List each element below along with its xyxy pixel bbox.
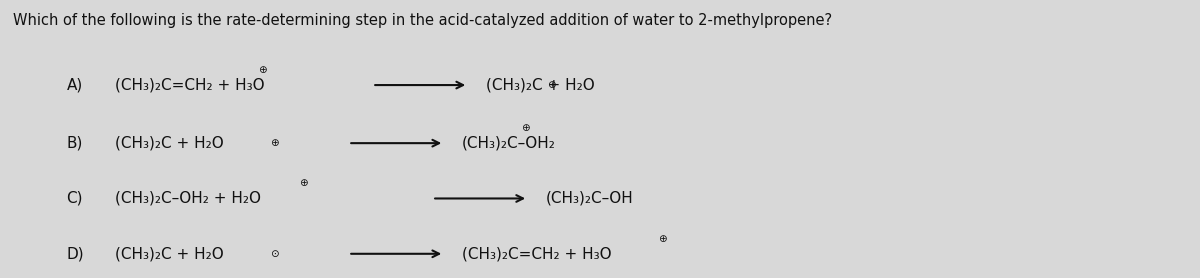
Text: (CH₃)₂C–OH: (CH₃)₂C–OH bbox=[546, 191, 634, 206]
Text: (CH₃)₂C + H₂O: (CH₃)₂C + H₂O bbox=[486, 78, 595, 93]
Text: ⊕: ⊕ bbox=[270, 138, 280, 148]
Text: ⊙: ⊙ bbox=[270, 249, 280, 259]
Text: C): C) bbox=[67, 191, 83, 206]
Text: (CH₃)₂C + H₂O: (CH₃)₂C + H₂O bbox=[114, 246, 223, 261]
Text: Which of the following is the rate-determining step in the acid-catalyzed additi: Which of the following is the rate-deter… bbox=[13, 13, 832, 28]
Text: B): B) bbox=[67, 136, 83, 151]
Text: (CH₃)₂C–OH₂: (CH₃)₂C–OH₂ bbox=[462, 136, 556, 151]
Text: ⊕: ⊕ bbox=[258, 65, 268, 75]
Text: ⊕: ⊕ bbox=[521, 123, 529, 133]
Text: ⊕: ⊕ bbox=[658, 234, 666, 244]
Text: (CH₃)₂C–OH₂ + H₂O: (CH₃)₂C–OH₂ + H₂O bbox=[114, 191, 260, 206]
Text: (CH₃)₂C + H₂O: (CH₃)₂C + H₂O bbox=[114, 136, 223, 151]
Text: (CH₃)₂C=CH₂ + H₃O: (CH₃)₂C=CH₂ + H₃O bbox=[114, 78, 264, 93]
Text: ⊕: ⊕ bbox=[547, 80, 556, 90]
Text: ⊕: ⊕ bbox=[299, 178, 308, 188]
Text: (CH₃)₂C=CH₂ + H₃O: (CH₃)₂C=CH₂ + H₃O bbox=[462, 246, 612, 261]
Text: A): A) bbox=[67, 78, 83, 93]
Text: D): D) bbox=[67, 246, 84, 261]
